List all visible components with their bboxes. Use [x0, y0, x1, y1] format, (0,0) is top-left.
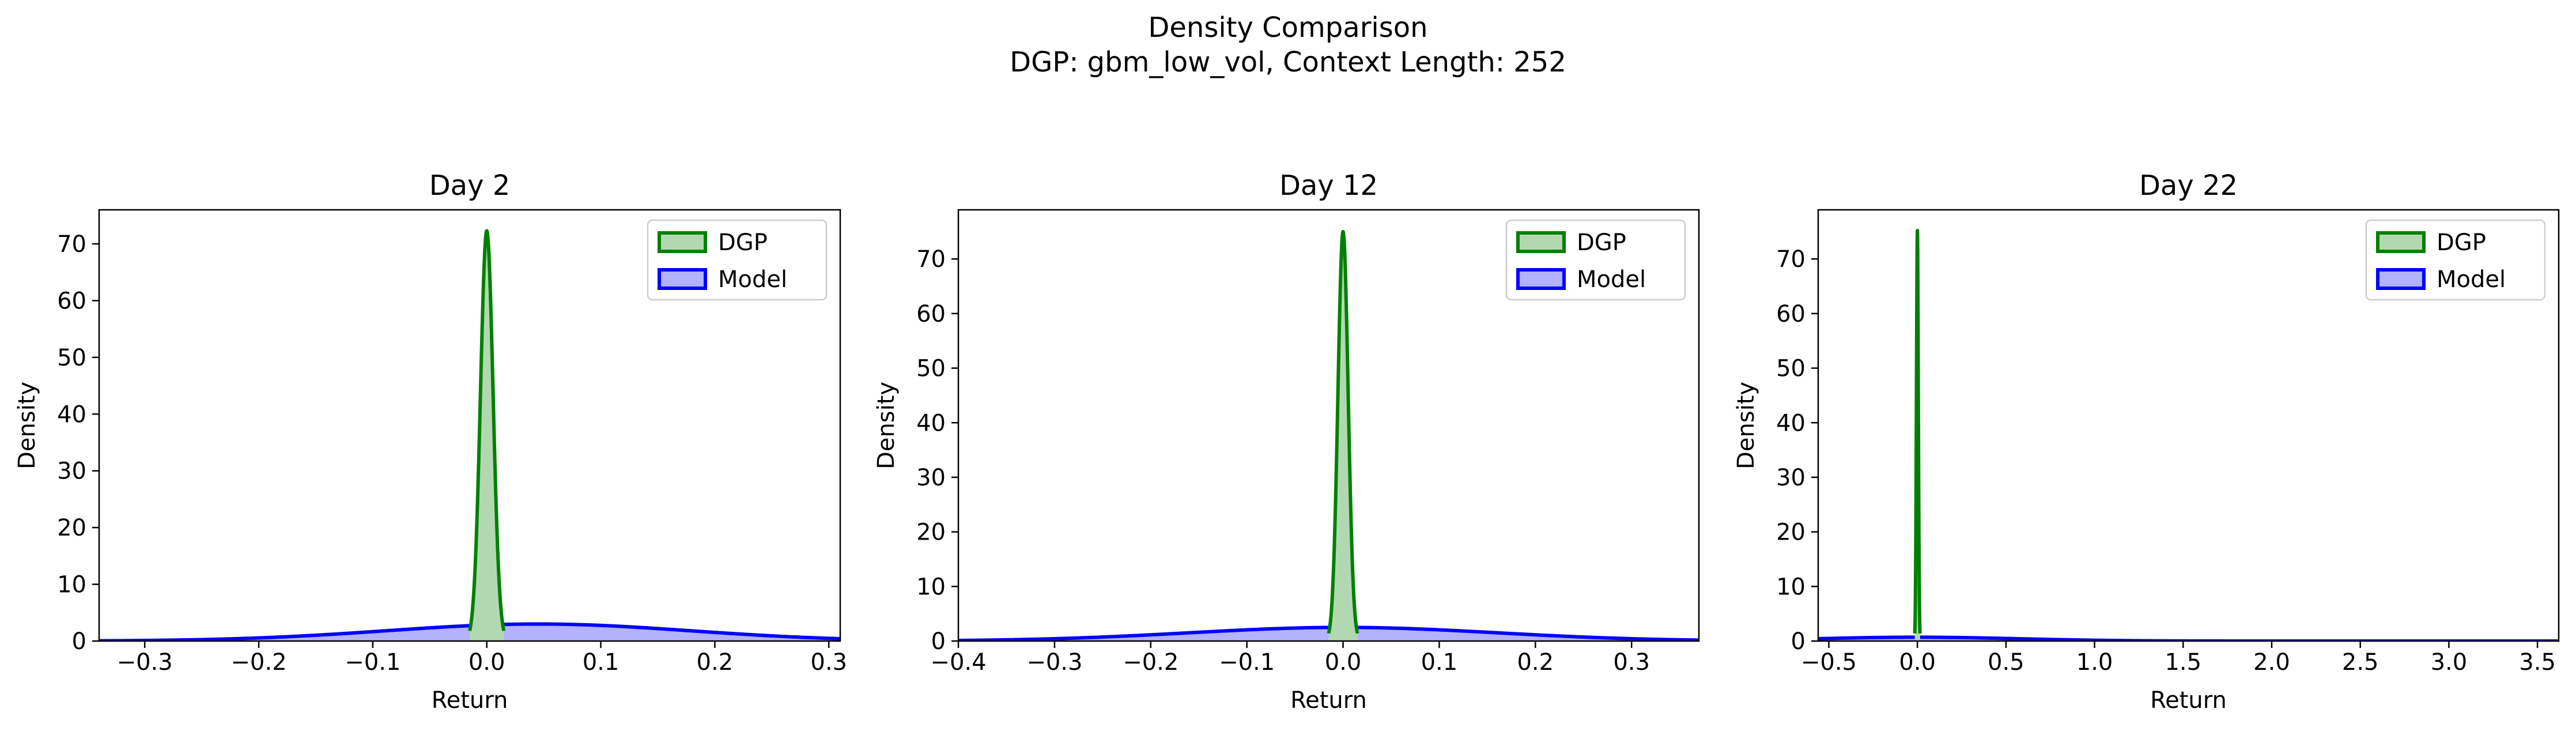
dgp-legend-swatch	[2376, 231, 2426, 253]
x-tick-label: −0.5	[1801, 649, 1857, 676]
dgp-legend-swatch	[658, 231, 707, 253]
y-tick-label: 50	[916, 356, 946, 382]
x-tick-label: 0.1	[1421, 649, 1458, 676]
model-legend-swatch	[1516, 268, 1566, 290]
y-tick-label: 30	[57, 458, 86, 485]
figure-title: Density Comparison	[1148, 12, 1427, 44]
y-tick-label: 40	[57, 401, 86, 428]
x-tick-label: 0.0	[469, 649, 505, 676]
subplot-2: −0.4 −0.3 −0.2 −0.1 0.0 0.1 0.2 0.3 0 10 20 30 40 50 6…	[873, 169, 1700, 714]
y-tick-label: 10	[916, 574, 946, 600]
legend-label: Model	[718, 266, 787, 293]
y-tick-label: 0	[72, 628, 86, 655]
y-tick-label: 30	[916, 465, 946, 491]
x-tick-label: 1.5	[2165, 649, 2201, 676]
x-tick-label: 0.3	[1613, 649, 1650, 676]
y-tick-label: 30	[1776, 465, 1806, 491]
x-tick-label: 0.0	[1899, 649, 1936, 676]
dgp-density-line	[1327, 229, 1359, 635]
subplot-title: Day 12	[1279, 169, 1378, 202]
y-tick-label: 20	[1776, 519, 1806, 546]
x-tick-label: 0.0	[1325, 649, 1362, 676]
legend-label: Model	[2437, 266, 2506, 293]
y-tick-label: 40	[916, 410, 946, 436]
legend-label: Model	[1577, 266, 1646, 293]
y-tick-label: 40	[1776, 410, 1806, 436]
x-axis-label: Return	[2150, 687, 2227, 714]
y-tick-label: 50	[1776, 356, 1806, 382]
legend: DGP Model	[647, 219, 828, 301]
x-tick-label: 0.3	[810, 649, 847, 676]
dgp-density-fill	[470, 231, 504, 641]
y-tick-label: 50	[57, 345, 86, 371]
plot-area	[99, 229, 840, 641]
legend: DGP Model	[2365, 219, 2546, 301]
y-tick-label: 70	[1776, 246, 1806, 273]
axes-frame	[98, 209, 841, 642]
x-tick-label: −0.1	[345, 649, 401, 676]
y-tick-label: 0	[931, 628, 946, 655]
x-tick-label: 3.0	[2431, 649, 2468, 676]
x-tick-label: 0.1	[583, 649, 620, 676]
y-tick-label: 0	[1791, 628, 1806, 655]
x-tick-label: 0.2	[1517, 649, 1554, 676]
subplot-panels: −0.3 −0.2 −0.1 0.0 0.1 0.2 0.3 0 10 20 30 40 50 60 70 D…	[14, 169, 2560, 714]
x-tick-label: −0.4	[930, 649, 986, 676]
x-axis-label: Return	[1290, 687, 1367, 714]
y-tick-label: 60	[916, 301, 946, 327]
y-tick-label: 60	[1776, 301, 1806, 327]
y-tick-label: 70	[57, 231, 86, 258]
x-tick-label: −0.1	[1219, 649, 1275, 676]
dgp-density-line	[1913, 228, 1922, 635]
x-tick-label: 3.5	[2519, 649, 2556, 676]
x-tick-label: −0.3	[1026, 649, 1082, 676]
y-tick-label: 10	[1776, 574, 1806, 600]
y-axis-label: Density	[873, 382, 900, 469]
plot-area	[958, 229, 1699, 641]
x-tick-label: −0.2	[231, 649, 286, 676]
y-tick-label: 70	[916, 246, 946, 273]
subplot-3: −0.5 0.0 0.5 1.0 1.5 2.0 2.5 3.0 3.5 0 10 20 30 40 50 6…	[1733, 169, 2560, 714]
dgp-density-line	[468, 229, 506, 632]
model-legend-swatch	[2376, 268, 2426, 290]
y-tick-label: 10	[57, 572, 86, 598]
x-tick-label: 1.0	[2076, 649, 2113, 676]
subplot-1: −0.3 −0.2 −0.1 0.0 0.1 0.2 0.3 0 10 20 30 40 50 60 70 D…	[14, 169, 847, 714]
model-legend-swatch	[658, 268, 707, 290]
x-tick-label: 0.5	[1988, 649, 2024, 676]
legend: DGP Model	[1505, 219, 1686, 301]
y-tick-label: 20	[57, 515, 86, 541]
axes-frame	[1817, 209, 2560, 642]
y-tick-label: 20	[916, 519, 946, 546]
y-tick-label: 60	[57, 288, 86, 314]
x-axis-label: Return	[432, 687, 508, 714]
x-tick-label: −0.3	[117, 649, 173, 676]
dgp-legend-swatch	[1516, 231, 1566, 253]
x-tick-label: 2.5	[2342, 649, 2379, 676]
axes-frame	[957, 209, 1700, 642]
y-axis-label: Density	[1733, 382, 1759, 469]
subplot-title: Day 22	[2139, 169, 2238, 202]
legend-label: DGP	[718, 229, 768, 256]
figure-subtitle: DGP: gbm_low_vol, Context Length: 252	[1010, 46, 1566, 78]
x-tick-label: 0.2	[697, 649, 734, 676]
x-tick-label: −0.2	[1123, 649, 1179, 676]
legend-label: DGP	[2437, 229, 2486, 256]
y-axis-label: Density	[14, 382, 40, 469]
legend-label: DGP	[1577, 229, 1626, 256]
subplot-title: Day 2	[429, 169, 511, 202]
x-tick-label: 2.0	[2253, 649, 2290, 676]
